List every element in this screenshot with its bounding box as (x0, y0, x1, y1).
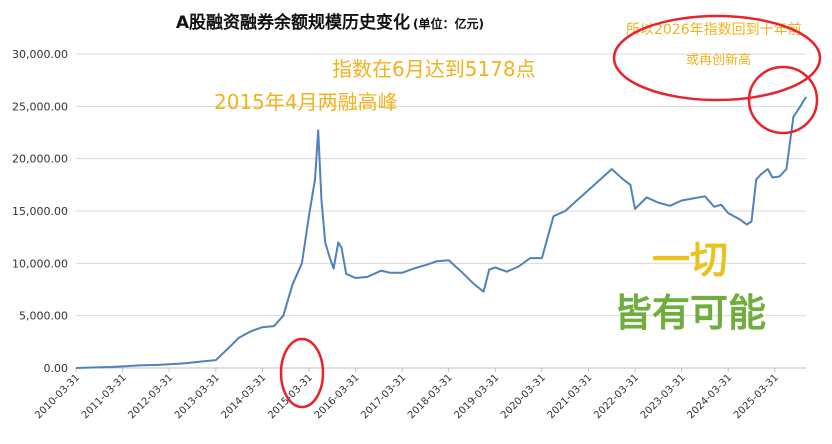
highlight-circle-latest (747, 65, 819, 135)
x-tick-label: 2024-03-31 (685, 372, 734, 421)
x-tick-label: 2018-03-31 (406, 372, 455, 421)
x-tick-label: 2014-03-31 (220, 372, 269, 421)
margin-balance-series-line (75, 96, 807, 369)
x-axis-ticks: 2010-03-312011-03-312012-03-312013-03-31… (33, 368, 781, 421)
y-tick-label: 20,000.00 (12, 153, 68, 166)
y-tick-label: 0.00 (44, 362, 69, 375)
y-tick-label: 25,000.00 (12, 100, 68, 113)
x-tick-label: 2023-03-31 (639, 372, 688, 421)
y-tick-label: 15,000.00 (12, 205, 68, 218)
annotation-2015-peak: 2015年4月两融高峰 (214, 90, 398, 114)
y-tick-label: 30,000.00 (12, 48, 68, 61)
x-tick-label: 2012-03-31 (126, 372, 175, 421)
y-tick-label: 10,000.00 (12, 257, 68, 270)
x-tick-label: 2022-03-31 (592, 372, 641, 421)
x-tick-label: 2021-03-31 (546, 372, 595, 421)
x-tick-label: 2010-03-31 (33, 372, 82, 421)
x-tick-label: 2013-03-31 (173, 372, 222, 421)
annotation-index-5178: 指数在6月达到5178点 (332, 57, 536, 81)
highlight-circle-forecast (612, 14, 822, 102)
y-tick-label: 5,000.00 (19, 310, 68, 323)
chart-title: A股融资融券余额规模历史变化 (176, 12, 410, 33)
highlight-circle-2015 (279, 337, 325, 409)
x-tick-label: 2015-03-31 (266, 372, 315, 421)
y-axis-ticks: 0.00 5,000.00 10,000.00 15,000.00 20,000.00 2… (12, 48, 68, 375)
x-tick-label: 2017-03-31 (359, 372, 408, 421)
slogan-line2: 皆有可能 (614, 291, 766, 335)
chart-subtitle: (单位：亿元) (413, 16, 484, 31)
x-tick-label: 2025-03-31 (732, 372, 781, 421)
grid-lines (76, 53, 806, 317)
slogan-line1: 一切 (652, 238, 728, 282)
x-tick-label: 2016-03-31 (313, 372, 362, 421)
annotation-future-line2: 或再创新高 (686, 52, 751, 68)
annotation-future-line1: 所以2026年指数回到十年前 (626, 21, 802, 38)
x-tick-label: 2011-03-31 (80, 372, 129, 421)
x-tick-label: 2019-03-31 (453, 372, 502, 421)
x-tick-label: 2020-03-31 (499, 372, 548, 421)
